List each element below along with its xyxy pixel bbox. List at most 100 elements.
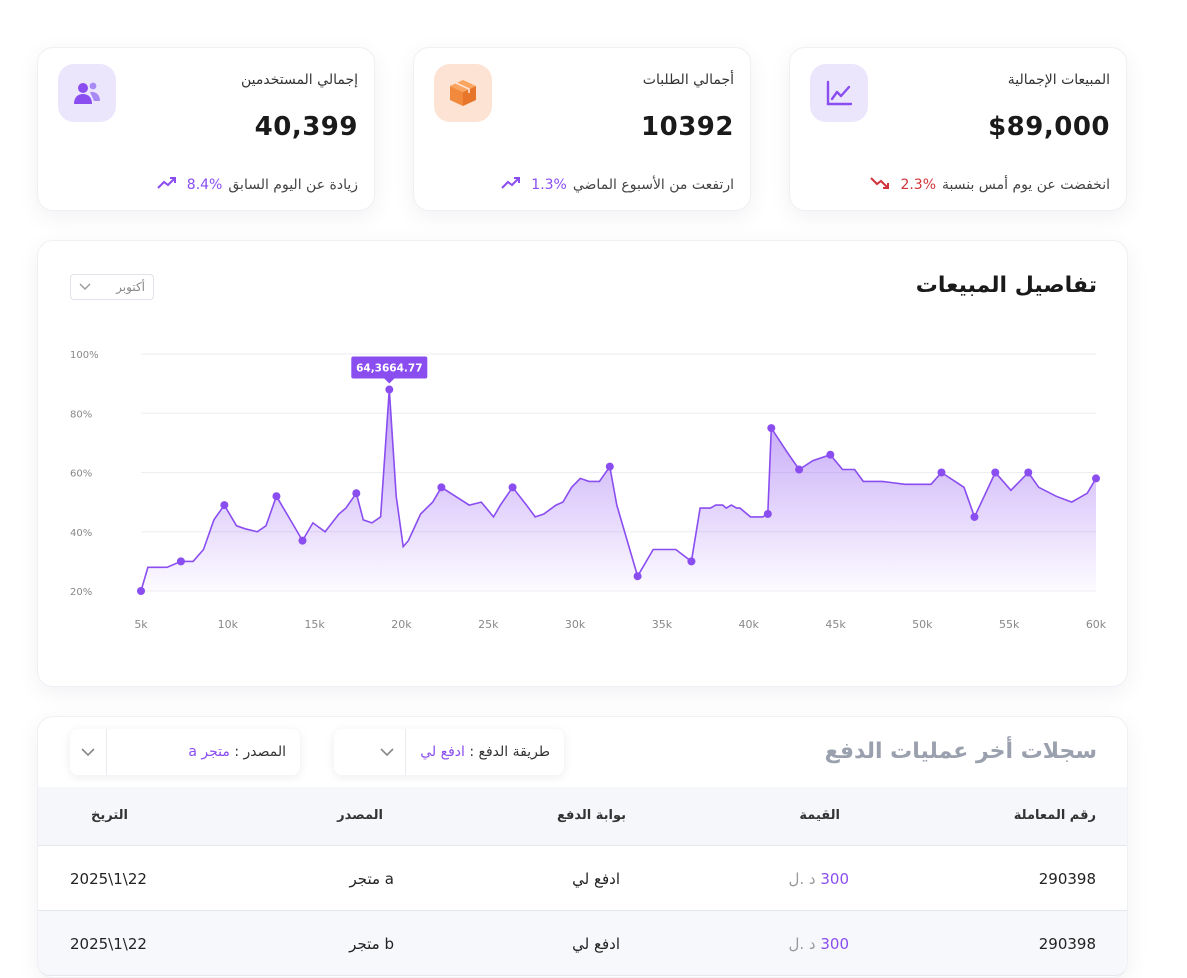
th-transaction-id: رقم المعاملة — [1013, 808, 1096, 823]
chevron-down-icon[interactable] — [369, 729, 407, 775]
x-tick-label: 55k — [999, 618, 1020, 631]
cell-source: متجر b — [349, 935, 394, 953]
data-point[interactable] — [508, 483, 517, 492]
cell-date: 2025\1\22 — [70, 870, 147, 888]
data-point[interactable] — [385, 385, 394, 394]
tooltip-arrow — [384, 378, 395, 384]
data-point[interactable] — [767, 424, 776, 433]
x-tick-label: 60k — [1086, 618, 1107, 631]
chart-series-line — [140, 389, 1097, 592]
x-tick-label: 20k — [391, 618, 412, 631]
cell-date: 2025\1\22 — [70, 935, 147, 953]
cell-transaction-id: 290398 — [1038, 870, 1096, 888]
data-point[interactable] — [298, 536, 307, 545]
payments-log-card: سجلات أخر عمليات الدفع طريقة الدفع : ادف… — [37, 716, 1128, 978]
x-tick-label: 45k — [825, 618, 846, 631]
stat-trend: زيادة عن اليوم السابق 8.4% — [157, 176, 358, 194]
payment-method-filter[interactable]: طريقة الدفع : ادفع لي — [334, 729, 564, 775]
data-point[interactable] — [970, 512, 979, 521]
tooltip-text: 64,3664.77 — [356, 363, 422, 375]
data-point[interactable] — [437, 483, 446, 492]
table-row[interactable]: 290398 300 د .ل ادفع لي متجر a 2025\1\22 — [38, 846, 1127, 911]
x-tick-label: 5k — [134, 618, 148, 631]
stat-title: المبيعات الإجمالية — [1007, 72, 1110, 88]
data-point[interactable] — [137, 587, 145, 595]
data-point[interactable] — [176, 557, 185, 566]
table-header: رقم المعاملة القيمة بوابة الدفع المصدر ا… — [38, 787, 1127, 846]
x-tick-label: 50k — [912, 618, 933, 631]
th-amount: القيمة — [799, 808, 840, 823]
trend-down-icon — [870, 176, 890, 194]
source-filter[interactable]: المصدر : متجر a — [70, 729, 300, 775]
stat-trend: ارتفعت من الأسبوع الماضي 1.3% — [501, 176, 734, 194]
amount-value: 300 — [820, 870, 849, 888]
th-source: المصدر — [337, 808, 383, 823]
data-point[interactable] — [220, 501, 229, 510]
data-point[interactable] — [991, 468, 1000, 477]
trend-percent: 8.4% — [186, 177, 223, 193]
chart-tooltip: 64,3664.77 — [351, 356, 428, 384]
month-select[interactable]: أكتوبر — [70, 274, 154, 300]
stat-title: أجمالي الطلبات — [642, 72, 734, 88]
x-tick-label: 40k — [739, 618, 760, 631]
cell-gateway: ادفع لي — [572, 870, 620, 888]
data-point[interactable] — [352, 489, 361, 498]
stat-trend: انخفضت عن يوم أمس بنسبة 2.3% — [870, 176, 1110, 194]
data-point[interactable] — [633, 572, 642, 581]
stat-title: إجمالي المستخدمين — [240, 72, 358, 88]
cell-amount: 300 د .ل — [788, 870, 849, 888]
trend-percent: 1.3% — [531, 177, 567, 193]
data-point[interactable] — [687, 557, 696, 566]
th-gateway: بوابة الدفع — [556, 808, 626, 823]
sales-area-chart: 20% 40% 60% 80% 100% 5k 10k 15k 20k 25k 30k 35k 40k… — [70, 350, 1107, 631]
filter-label: طريقة الدفع : — [469, 744, 550, 760]
cell-gateway: ادفع لي — [572, 935, 620, 953]
line-chart-icon — [810, 64, 868, 122]
stat-value: 40,399 — [254, 112, 358, 142]
table-title: سجلات أخر عمليات الدفع — [824, 739, 1097, 764]
amount-currency: د .ل — [788, 935, 816, 953]
x-tick-label: 30k — [565, 618, 586, 631]
amount-value: 300 — [820, 935, 849, 953]
trend-text: انخفضت عن يوم أمس بنسبة — [942, 177, 1110, 193]
chevron-down-icon[interactable] — [70, 729, 107, 775]
x-tick-label: 25k — [478, 618, 499, 631]
y-tick-label: 60% — [70, 469, 92, 480]
y-tick-label: 40% — [70, 528, 92, 539]
data-point[interactable] — [826, 450, 835, 459]
filter-value: متجر a — [188, 744, 230, 760]
filter-label: المصدر : — [234, 744, 286, 760]
data-point[interactable] — [763, 509, 772, 518]
th-date: التريخ — [91, 808, 128, 823]
table-row[interactable]: 290398 300 د .ل ادفع لي متجر b 2025\1\22 — [38, 911, 1127, 976]
x-tick-label: 15k — [304, 618, 325, 631]
data-point[interactable] — [272, 492, 281, 501]
data-point[interactable] — [1092, 474, 1100, 483]
trend-percent: 2.3% — [900, 177, 937, 193]
x-tick-label: 10k — [218, 618, 239, 631]
filter-label-wrap: المصدر : متجر a — [107, 744, 300, 760]
y-tick-label: 100% — [70, 350, 99, 361]
filter-value: ادفع لي — [420, 744, 465, 760]
stat-value: $89,000 — [988, 112, 1110, 142]
amount-currency: د .ل — [788, 870, 816, 888]
box-icon — [434, 64, 492, 122]
y-tick-label: 20% — [70, 587, 92, 598]
stat-card-total-sales: المبيعات الإجمالية $89,000 انخفضت عن يوم… — [789, 47, 1127, 211]
sales-details-card: تفاصيل المبيعات أكتوبر 20% 40% 60% 80% 100% … — [37, 240, 1128, 687]
chart-title: تفاصيل المبيعات — [915, 273, 1097, 298]
trend-up-icon — [501, 176, 521, 194]
data-point[interactable] — [1024, 468, 1033, 477]
y-tick-label: 80% — [70, 409, 92, 420]
tooltip-box — [351, 356, 428, 379]
data-point[interactable] — [605, 462, 614, 471]
data-point[interactable] — [937, 468, 946, 477]
cell-transaction-id: 290398 — [1038, 935, 1096, 953]
chevron-down-icon — [79, 280, 91, 294]
chart-area-fill — [141, 389, 1096, 591]
data-point[interactable] — [795, 465, 804, 474]
stat-value: 10392 — [641, 112, 734, 142]
filter-label-wrap: طريقة الدفع : ادفع لي — [406, 744, 564, 760]
trend-up-icon — [157, 176, 177, 194]
stat-card-total-orders: أجمالي الطلبات 10392 ارتفعت من الأسبوع ا… — [413, 47, 751, 211]
